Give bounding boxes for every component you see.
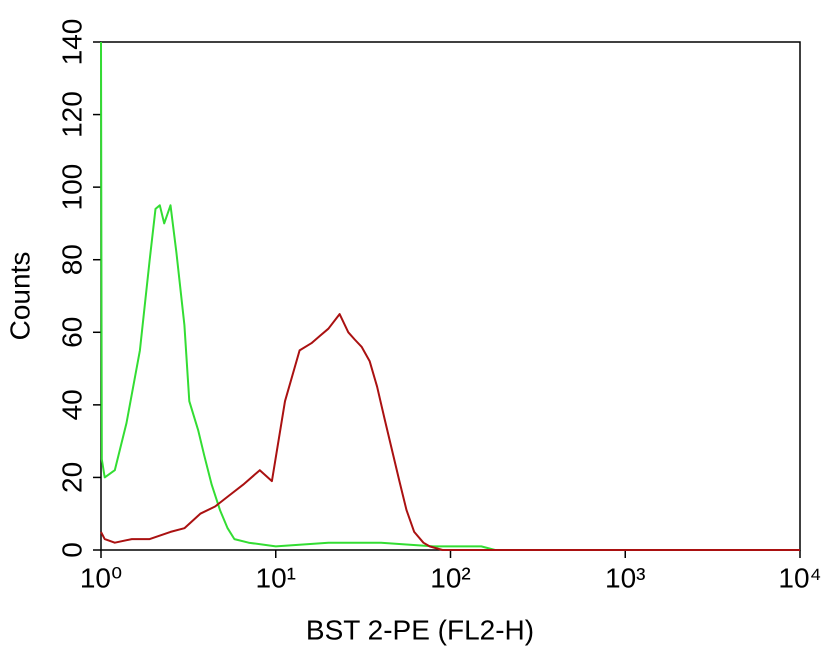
y-tick-label: 20 <box>56 462 87 493</box>
y-tick-label: 40 <box>56 389 87 420</box>
y-tick-label: 60 <box>56 317 87 348</box>
x-axis-label: BST 2-PE (FL2-H) <box>306 614 534 645</box>
y-tick-label: 80 <box>56 244 87 275</box>
y-axis-label: Counts <box>4 252 35 341</box>
x-tick-label: 10⁰ <box>80 562 122 593</box>
y-tick-label: 140 <box>56 19 87 66</box>
histogram-line <box>100 313 800 551</box>
plot-frame <box>100 41 801 551</box>
x-tick-label: 10³ <box>605 562 645 593</box>
y-tick-label: 120 <box>56 91 87 138</box>
y-tick-label: 100 <box>56 164 87 211</box>
x-tick-label: 10² <box>430 562 470 593</box>
y-tick-label: 0 <box>56 542 87 558</box>
x-tick-label: 10⁴ <box>778 562 821 593</box>
histogram-line <box>100 41 496 551</box>
x-tick-label: 10¹ <box>256 562 296 593</box>
